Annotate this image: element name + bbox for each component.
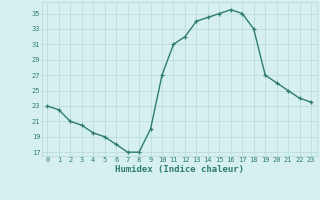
X-axis label: Humidex (Indice chaleur): Humidex (Indice chaleur) — [115, 165, 244, 174]
